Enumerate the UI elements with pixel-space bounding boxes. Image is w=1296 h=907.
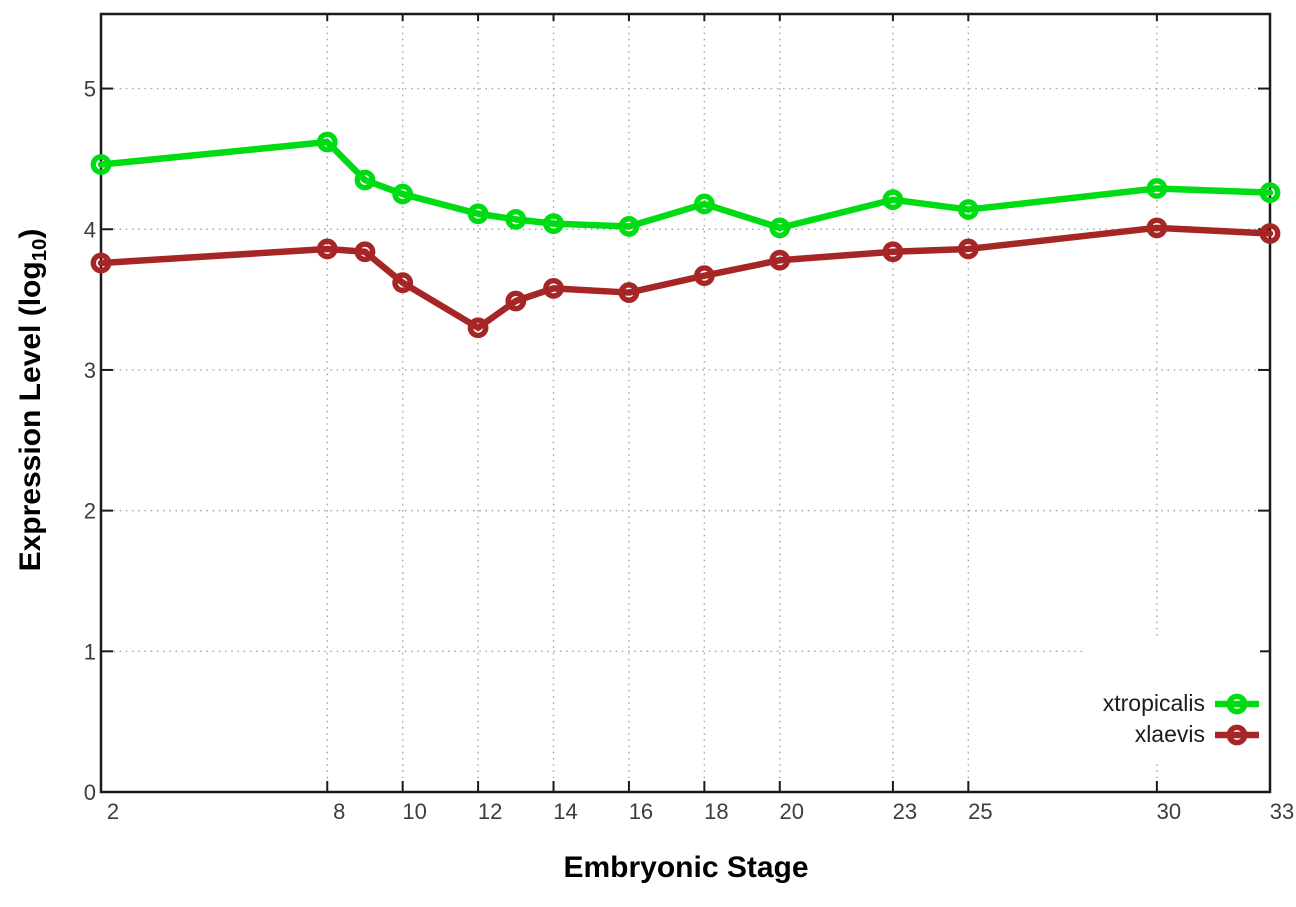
- data-point-xtropicalis: [543, 213, 564, 235]
- data-point-xlaevis: [882, 241, 904, 263]
- data-point-xtropicalis: [354, 169, 376, 191]
- legend-label-xlaevis: xlaevis: [1134, 721, 1205, 747]
- data-point-xlaevis: [90, 252, 112, 274]
- data-point-xlaevis: [618, 282, 640, 303]
- data-point-xlaevis: [505, 290, 527, 312]
- data-point-xtropicalis: [882, 189, 904, 211]
- axis-ticks: [100, 14, 1271, 793]
- data-point-xlaevis: [392, 272, 414, 294]
- data-point-xlaevis: [769, 249, 791, 271]
- line-point-marker-icon: [1215, 724, 1259, 745]
- legend-label-xtropicalis: xtropicalis: [1102, 690, 1205, 716]
- line-point-marker-icon: [1215, 693, 1259, 714]
- plot-border: [99, 12, 1272, 794]
- data-point-xtropicalis: [769, 217, 791, 239]
- y-tick-label: 1: [84, 639, 96, 664]
- legend-item-xlaevis: xlaevis: [1135, 719, 1260, 750]
- data-point-xlaevis: [1146, 217, 1168, 239]
- data-point-xlaevis: [1259, 223, 1281, 244]
- data-point-xtropicalis: [957, 199, 979, 220]
- y-tick-label: 2: [84, 499, 96, 524]
- x-tick-label: 30: [1157, 799, 1181, 824]
- x-tick-label: 18: [704, 799, 728, 824]
- x-tick-label: 2: [107, 799, 119, 824]
- series-xlaevis: [90, 217, 1281, 339]
- data-point-xtropicalis: [316, 131, 338, 153]
- gridlines: [101, 14, 1270, 792]
- y-tick-label: 3: [84, 358, 96, 383]
- legend: xtropicalis xlaevis: [1086, 640, 1260, 762]
- x-tick-label: 8: [333, 799, 345, 824]
- data-point-xtropicalis: [618, 216, 640, 237]
- data-point-xlaevis: [543, 277, 564, 299]
- data-point-xtropicalis: [693, 193, 715, 215]
- x-tick-label: 33: [1270, 799, 1294, 824]
- x-tick-label: 20: [780, 799, 804, 824]
- data-point-xlaevis: [316, 238, 338, 260]
- x-tick-label: 16: [629, 799, 653, 824]
- y-axis-title: Expression Level (log10): [14, 229, 52, 572]
- legend-item-xtropicalis: xtropicalis: [1103, 688, 1260, 719]
- x-tick-label: 12: [478, 799, 502, 824]
- data-point-xlaevis: [354, 241, 376, 263]
- x-axis-title: Embryonic Stage: [563, 851, 809, 884]
- x-tick-label: 10: [402, 799, 426, 824]
- data-point-xtropicalis: [1259, 182, 1281, 204]
- data-point-xtropicalis: [505, 209, 527, 230]
- series-xtropicalis: [90, 131, 1281, 239]
- x-tick-label: 23: [893, 799, 917, 824]
- y-tick-label: 4: [84, 217, 96, 242]
- x-tick-label: 25: [968, 799, 992, 824]
- y-axis-title-suffix: ): [14, 228, 48, 239]
- data-point-xlaevis: [693, 265, 715, 287]
- data-point-xlaevis: [957, 238, 979, 260]
- y-axis-title-subscript: 10: [28, 238, 51, 262]
- x-tick-label: 14: [553, 799, 577, 824]
- data-point-xtropicalis: [90, 154, 112, 175]
- data-point-xtropicalis: [392, 183, 414, 205]
- data-point-xlaevis: [467, 317, 489, 339]
- y-tick-label: 5: [84, 77, 96, 102]
- data-point-xtropicalis: [467, 203, 489, 225]
- data-point-xtropicalis: [1146, 178, 1168, 199]
- y-axis-title-text: Expression Level (log: [14, 261, 48, 572]
- y-tick-label: 0: [84, 780, 96, 805]
